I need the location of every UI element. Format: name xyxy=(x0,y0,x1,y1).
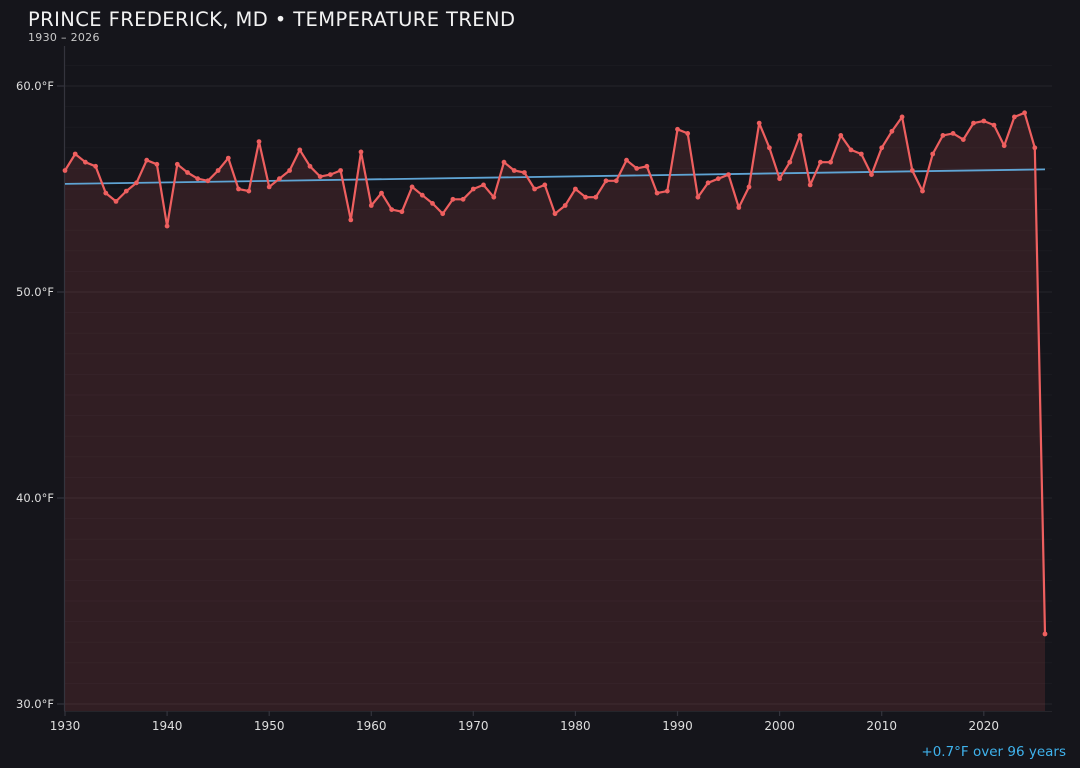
x-tick-label: 1960 xyxy=(356,719,387,733)
y-tick-label: 60.0°F xyxy=(16,79,54,93)
grid-major xyxy=(64,85,1052,705)
temperature-points xyxy=(62,110,1048,637)
x-tick-label: 1950 xyxy=(254,719,285,733)
x-tick-label: 2020 xyxy=(969,719,1000,733)
x-tick-label: 1990 xyxy=(662,719,693,733)
page-title: PRINCE FREDERICK, MD • TEMPERATURE TREND xyxy=(28,8,516,31)
x-tick-label: 2000 xyxy=(764,719,795,733)
trend-line xyxy=(64,168,1046,185)
x-tick-label: 1940 xyxy=(152,719,183,733)
x-axis: 1930 1940 1950 1960 1970 1980 1990 2000 2010 2020 xyxy=(50,711,1052,733)
y-tick-label: 40.0°F xyxy=(16,491,54,505)
x-tick-label: 2010 xyxy=(866,719,897,733)
x-tick-label: 1980 xyxy=(560,719,591,733)
trend-annotation: +0.7°F over 96 years xyxy=(921,744,1066,760)
y-tick-label: 50.0°F xyxy=(16,285,54,299)
y-axis: 60.0°F 50.0°F 40.0°F 30.0°F xyxy=(16,46,66,711)
x-tick-label: 1930 xyxy=(50,719,81,733)
y-tick-label: 30.0°F xyxy=(16,697,54,711)
page-subtitle: 1930 – 2026 xyxy=(28,31,100,44)
x-tick-label: 1970 xyxy=(458,719,489,733)
temperature-area-fill xyxy=(65,112,1045,712)
